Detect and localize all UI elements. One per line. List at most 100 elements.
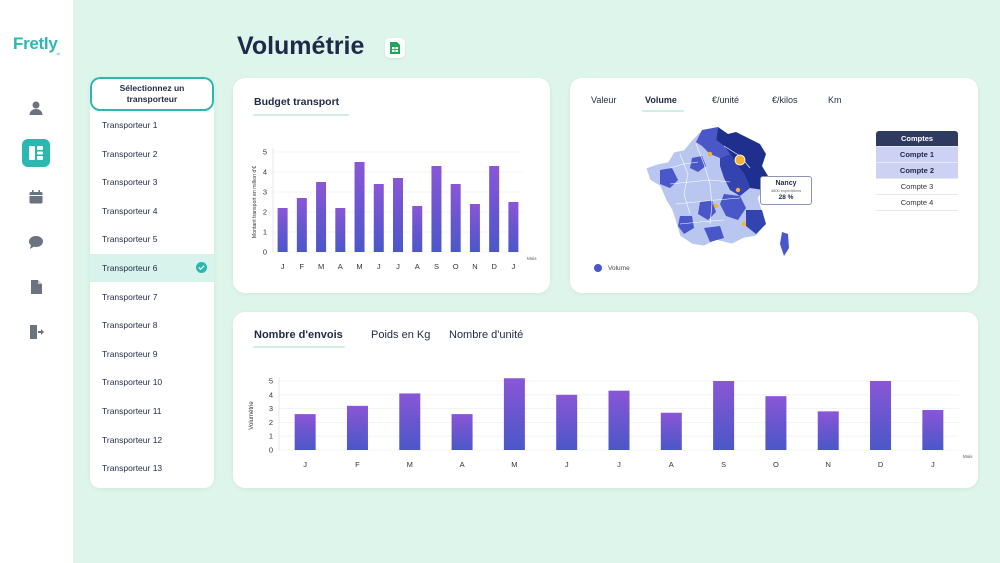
- account-item[interactable]: Compte 4: [876, 195, 958, 211]
- france-map[interactable]: [640, 124, 800, 264]
- bar[interactable]: [608, 390, 630, 450]
- x-tick-label: A: [669, 460, 674, 469]
- bar[interactable]: [296, 198, 307, 252]
- carrier-item[interactable]: Transporteur 10: [90, 368, 214, 396]
- carrier-item[interactable]: Transporteur 4: [90, 197, 214, 225]
- x-tick-label: J: [565, 460, 569, 469]
- carrier-item[interactable]: Transporteur 2: [90, 140, 214, 168]
- x-tick-label: S: [721, 460, 726, 469]
- map-tab[interactable]: €/unité: [712, 95, 740, 105]
- bar[interactable]: [713, 381, 735, 450]
- check-icon: [196, 262, 207, 273]
- map-legend-label: Volume: [608, 265, 630, 272]
- bar[interactable]: [765, 396, 787, 450]
- app-logo: Fretly AI: [13, 34, 60, 56]
- carrier-list-panel: Sélectionnez un transporteur Transporteu…: [90, 77, 214, 488]
- bar[interactable]: [412, 206, 423, 252]
- carrier-item-label: Transporteur 4: [102, 205, 158, 216]
- document-icon[interactable]: [22, 273, 50, 301]
- x-tick-label: M: [356, 262, 362, 271]
- shipments-tab[interactable]: Poids en Kg: [371, 329, 431, 341]
- y-tick-label: 5: [263, 148, 267, 157]
- carrier-item-label: Transporteur 8: [102, 320, 158, 331]
- carrier-item[interactable]: Transporteur 3: [90, 168, 214, 196]
- bar[interactable]: [660, 412, 682, 450]
- carrier-item[interactable]: Transporteur 6: [90, 254, 214, 282]
- spreadsheet-export-icon[interactable]: [385, 38, 405, 58]
- bar[interactable]: [373, 184, 384, 252]
- bar[interactable]: [556, 394, 578, 450]
- carrier-select-header[interactable]: Sélectionnez un transporteur: [90, 77, 214, 111]
- chat-icon[interactable]: [22, 228, 50, 256]
- map-tab[interactable]: Valeur: [591, 95, 617, 105]
- bar[interactable]: [922, 409, 944, 450]
- page-title: Volumétrie: [237, 32, 365, 60]
- x-tick-label: M: [511, 460, 517, 469]
- carrier-item-label: Transporteur 11: [102, 406, 162, 416]
- carrier-item[interactable]: Transporteur 8: [90, 311, 214, 339]
- x-axis-label: Mois: [527, 256, 537, 261]
- bar[interactable]: [335, 208, 346, 252]
- map-legend-dot: [594, 264, 602, 272]
- bar[interactable]: [393, 178, 403, 252]
- bar[interactable]: [316, 182, 327, 252]
- account-item[interactable]: Compte 1: [876, 147, 958, 163]
- carrier-item[interactable]: Transporteur 13: [90, 454, 214, 482]
- bar[interactable]: [294, 414, 316, 450]
- y-tick-label: 2: [269, 418, 273, 427]
- bar[interactable]: [277, 208, 288, 252]
- tooltip-detail: 4800 expéditions: [770, 188, 802, 193]
- dashboard-icon[interactable]: [22, 139, 50, 167]
- carrier-item-label: Transporteur 6: [102, 263, 158, 273]
- shipments-tab-underline: [253, 346, 345, 348]
- shipments-bar-chart: 0 1 2 3 4 5 J F M A M J J A S O N D J Mois Volumétrie: [249, 377, 973, 470]
- bar[interactable]: [399, 393, 421, 450]
- x-tick-label: D: [878, 460, 884, 469]
- y-tick-label: 4: [269, 390, 273, 399]
- carrier-item[interactable]: Transporteur 9: [90, 340, 214, 368]
- shipments-tab[interactable]: Nombre d'unité: [449, 329, 524, 341]
- map-tab[interactable]: €/kilos: [772, 95, 798, 105]
- x-tick-label: J: [377, 262, 381, 271]
- carrier-item[interactable]: Transporteur 1: [90, 111, 214, 139]
- bar[interactable]: [817, 411, 839, 450]
- bar[interactable]: [508, 202, 519, 252]
- x-tick-label: N: [826, 460, 831, 469]
- carrier-item[interactable]: Transporteur 11: [90, 397, 214, 425]
- x-tick-label: F: [300, 262, 305, 271]
- bar[interactable]: [489, 166, 500, 252]
- map-tab[interactable]: Km: [828, 95, 842, 105]
- y-tick-label: 0: [269, 446, 273, 455]
- x-tick-label: J: [617, 460, 621, 469]
- bar[interactable]: [469, 204, 480, 252]
- y-tick-label: 2: [263, 208, 267, 217]
- carrier-item[interactable]: Transporteur 12: [90, 426, 214, 454]
- bar[interactable]: [450, 184, 461, 252]
- calendar-icon[interactable]: [22, 183, 50, 211]
- bar[interactable]: [354, 162, 365, 252]
- bar[interactable]: [346, 405, 368, 450]
- y-axis-label: Volumétrie: [249, 401, 255, 430]
- map-tab-underline: [642, 110, 684, 112]
- account-item[interactable]: Compte 3: [876, 179, 958, 195]
- carrier-item[interactable]: Transporteur 5: [90, 225, 214, 253]
- bar[interactable]: [870, 381, 892, 450]
- logout-icon[interactable]: [22, 318, 50, 346]
- carrier-item-label: Transporteur 10: [102, 377, 163, 388]
- y-tick-label: 1: [269, 432, 273, 441]
- x-tick-label: J: [512, 262, 516, 271]
- bar[interactable]: [431, 166, 442, 252]
- map-tab[interactable]: Volume: [645, 95, 677, 105]
- budget-bar-chart: 0 1 2 3 4 5 J F M A M J J A S O N D J Mois Montant transport…: [252, 148, 537, 272]
- account-item[interactable]: Compte 2: [876, 163, 958, 179]
- x-tick-label: O: [453, 262, 459, 271]
- bar[interactable]: [451, 414, 473, 450]
- carrier-item-label: Transporteur 9: [102, 348, 158, 359]
- user-icon[interactable]: [22, 94, 50, 122]
- accounts-header: Comptes: [876, 131, 958, 147]
- accounts-list: Comptes Compte 1 Compte 2 Compte 3 Compte 4: [876, 131, 958, 211]
- x-tick-label: J: [396, 262, 400, 271]
- carrier-item[interactable]: Transporteur 7: [90, 283, 214, 311]
- bar[interactable]: [503, 378, 525, 450]
- shipments-tab[interactable]: Nombre d'envois: [254, 329, 343, 341]
